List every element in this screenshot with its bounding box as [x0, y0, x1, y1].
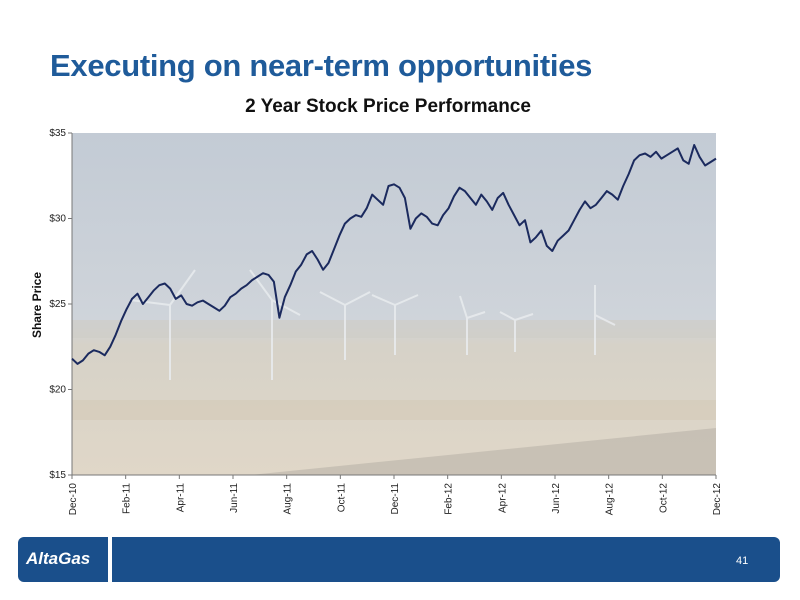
x-tick-label: Feb-11: [122, 483, 133, 514]
x-tick-label: Feb-12: [444, 483, 455, 515]
x-tick-label: Jun-11: [229, 483, 240, 513]
x-tick-label: Aug-12: [605, 483, 616, 516]
y-tick-label: $25: [49, 299, 66, 310]
page-number: 41: [736, 555, 749, 567]
footer-bar: [112, 537, 780, 582]
x-tick-label: Aug-11: [283, 483, 294, 515]
x-tick-label: Jun-12: [551, 483, 562, 514]
x-tick-label: Oct-12: [658, 483, 669, 513]
y-tick-label: $20: [49, 385, 66, 396]
series-line: [71, 144, 717, 365]
series-layer: [71, 144, 717, 365]
x-tick-label: Oct-11: [336, 483, 347, 513]
slide-title: Executing on near-term opportunities: [50, 48, 593, 83]
chart-title: 2 Year Stock Price Performance: [245, 96, 531, 117]
footer-logo-panel: [18, 537, 108, 582]
background-photo: [72, 133, 716, 475]
wind-turbines: [129, 269, 616, 380]
x-tick-label: Apr-12: [497, 483, 508, 513]
x-tick-label: Dec-10: [68, 483, 79, 516]
altagas-logo: AltaGas: [26, 549, 91, 568]
road-shadow: [250, 428, 716, 475]
field-band: [72, 400, 716, 420]
x-tick-label: Dec-12: [712, 483, 723, 516]
x-tick-label: Apr-11: [175, 483, 186, 513]
y-tick-label: $30: [49, 214, 66, 225]
x-tick-label: Dec-11: [390, 483, 401, 515]
y-tick-label: $35: [49, 128, 66, 139]
y-tick-label: $15: [49, 470, 66, 481]
